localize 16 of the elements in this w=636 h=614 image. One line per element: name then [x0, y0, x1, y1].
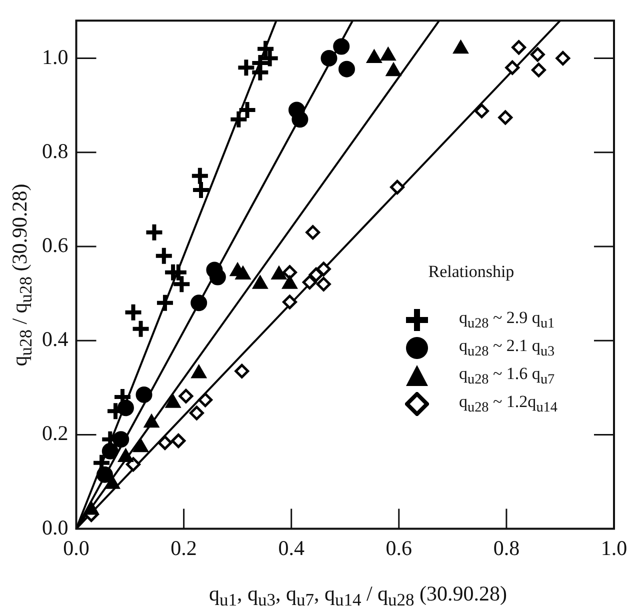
y-tick-label: 0.6 — [42, 232, 68, 257]
legend-title: Relationship — [427, 262, 516, 282]
x-tick-label: 0.4 — [278, 536, 305, 560]
legend-label: q$_{u28}$ ~ 1.2q$_{u14}$ — [459, 392, 558, 416]
legend-label: q$_{u28}$ ~ 2.9 q$_{u1}$ — [459, 308, 555, 332]
legend-label: q$_{u28}$ ~ 1.6 q$_{u7}$ — [459, 364, 555, 388]
x-tick-label: 0.6 — [386, 536, 412, 560]
y-tick-label: 1.0 — [42, 44, 68, 69]
y-tick-label: 0.2 — [42, 421, 68, 446]
y-tick-label: 0.8 — [42, 138, 68, 163]
x-tick-label: 0.2 — [170, 536, 197, 560]
legend-label: q$_{u28}$ ~ 2.1 q$_{u3}$ — [459, 336, 555, 360]
text: q$_{u1}$, q$_{u3}$, q$_{u7}$, q$_{u14}$ / q$_{u28}$ (30.90.28) — [208, 581, 508, 610]
y-tick-label: 0.4 — [42, 327, 69, 352]
x-tick-label: 1.0 — [600, 536, 628, 560]
x-tick-label: 0.8 — [493, 536, 520, 560]
